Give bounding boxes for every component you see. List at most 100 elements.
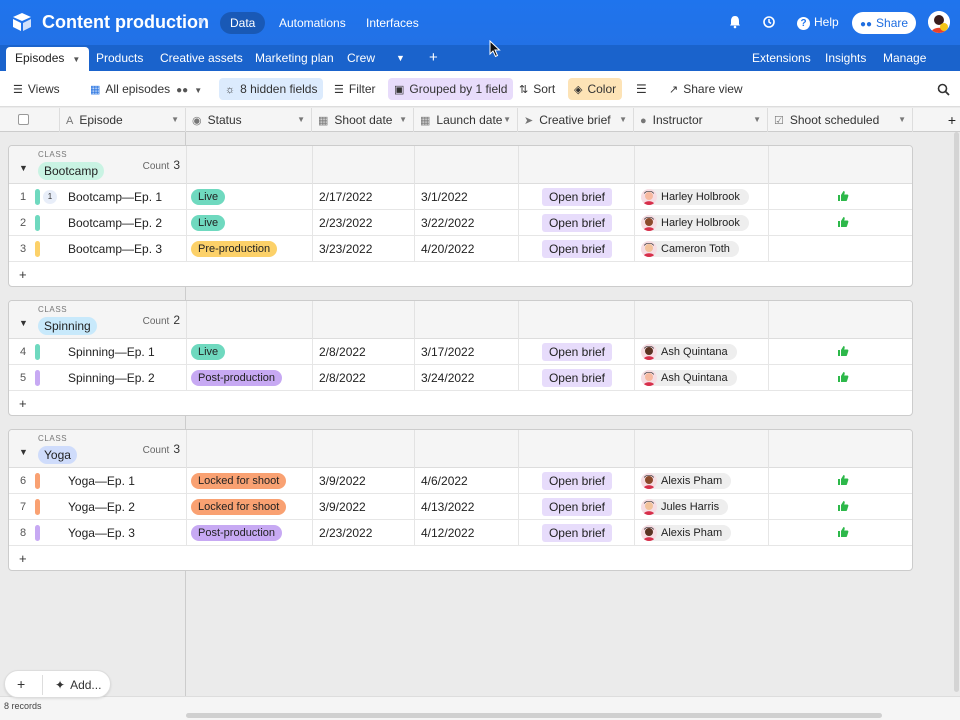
- help-button[interactable]: ? Help: [797, 15, 839, 30]
- thumbs-up-icon[interactable]: [837, 190, 849, 202]
- instructor-chip[interactable]: Ash Quintana: [641, 344, 737, 360]
- instructor-chip[interactable]: Ash Quintana: [641, 370, 737, 386]
- launch-date-cell[interactable]: 3/1/2022: [421, 190, 468, 204]
- shoot-date-cell[interactable]: 2/23/2022: [319, 526, 373, 540]
- thumbs-up-icon[interactable]: [837, 371, 849, 383]
- tab-creative-assets[interactable]: Creative assets: [160, 51, 243, 65]
- add-options-button[interactable]: ✦ Add...: [55, 678, 101, 692]
- open-brief-button[interactable]: Open brief: [542, 524, 612, 542]
- thumbs-up-icon[interactable]: [837, 474, 849, 486]
- instructor-chip[interactable]: Harley Holbrook: [641, 189, 749, 205]
- app-title[interactable]: Content production: [42, 12, 209, 32]
- status-badge[interactable]: Post-production: [191, 370, 283, 386]
- add-row-button[interactable]: +: [9, 546, 912, 570]
- column-header-launch-date[interactable]: ▦ Launch date ▼: [414, 108, 518, 132]
- instructor-chip[interactable]: Harley Holbrook: [641, 215, 749, 231]
- sort-button[interactable]: ⇅ Sort: [513, 78, 561, 100]
- bell-icon[interactable]: [728, 15, 742, 29]
- open-brief-button[interactable]: Open brief: [542, 188, 612, 206]
- shoot-date-cell[interactable]: 2/8/2022: [319, 371, 366, 385]
- instructor-chip[interactable]: Alexis Pham: [641, 473, 732, 489]
- instructor-chip[interactable]: Jules Harris: [641, 499, 729, 515]
- table-row[interactable]: 4 Spinning—Ep. 1 Live 2/8/2022 3/17/2022 Open…: [9, 339, 912, 365]
- column-header-status[interactable]: ◉ Status ▼: [186, 108, 312, 132]
- cube-logo-icon[interactable]: [12, 12, 32, 32]
- column-header-instructor[interactable]: ● Instructor ▼: [634, 108, 768, 132]
- hidden-fields-button[interactable]: ☼ 8 hidden fields: [219, 78, 324, 100]
- table-row[interactable]: 1 1 Bootcamp—Ep. 1 Live 2/17/2022 3/1/2022 Ope…: [9, 184, 912, 210]
- tab-crew[interactable]: Crew: [347, 51, 376, 65]
- launch-date-cell[interactable]: 3/17/2022: [421, 345, 475, 359]
- tab-marketing-plan[interactable]: Marketing plan: [255, 51, 334, 65]
- status-badge[interactable]: Locked for shoot: [191, 499, 287, 515]
- chevron-down-icon[interactable]: ▼: [396, 53, 405, 63]
- launch-date-cell[interactable]: 4/12/2022: [421, 526, 475, 540]
- select-all-checkbox[interactable]: [0, 108, 60, 132]
- shoot-date-cell[interactable]: 2/8/2022: [319, 345, 366, 359]
- table-row[interactable]: 5 Spinning—Ep. 2 Post-production 2/8/2022 3/…: [9, 365, 912, 391]
- episode-cell[interactable]: Bootcamp—Ep. 3: [68, 242, 163, 256]
- table-row[interactable]: 6 Yoga—Ep. 1 Locked for shoot 3/9/2022 4/6/2…: [9, 468, 912, 494]
- open-brief-button[interactable]: Open brief: [542, 240, 612, 258]
- shoot-date-cell[interactable]: 3/9/2022: [319, 474, 366, 488]
- shoot-date-cell[interactable]: 3/9/2022: [319, 500, 366, 514]
- column-header-creative-brief[interactable]: ➤ Creative brief ▼: [518, 108, 634, 132]
- column-header-episode[interactable]: A Episode ▼: [60, 108, 186, 132]
- open-brief-button[interactable]: Open brief: [542, 498, 612, 516]
- episode-cell[interactable]: Yoga—Ep. 1: [68, 474, 135, 488]
- open-brief-button[interactable]: Open brief: [542, 214, 612, 232]
- avatar[interactable]: [928, 11, 950, 33]
- view-switcher[interactable]: ▦ All episodes ●● ▼: [84, 78, 208, 100]
- collapse-toggle-icon[interactable]: ▼: [19, 447, 28, 457]
- column-header-shoot-date[interactable]: ▦ Shoot date ▼: [312, 108, 414, 132]
- status-badge[interactable]: Pre-production: [191, 241, 278, 257]
- status-badge[interactable]: Locked for shoot: [191, 473, 287, 489]
- vertical-scrollbar[interactable]: [954, 132, 959, 692]
- episode-cell[interactable]: Bootcamp—Ep. 2: [68, 216, 163, 230]
- insights-button[interactable]: Insights: [825, 51, 867, 65]
- collapse-toggle-icon[interactable]: ▼: [19, 318, 28, 328]
- status-badge[interactable]: Post-production: [191, 525, 283, 541]
- status-badge[interactable]: Live: [191, 215, 226, 231]
- table-row[interactable]: 2 Bootcamp—Ep. 2 Live 2/23/2022 3/22/2022 Ope…: [9, 210, 912, 236]
- views-button[interactable]: ☰ Views: [7, 78, 66, 100]
- tab-episodes[interactable]: Episodes ▼: [6, 47, 90, 71]
- thumbs-up-icon[interactable]: [837, 345, 849, 357]
- row-height-icon[interactable]: ☰: [636, 82, 647, 96]
- tab-products[interactable]: Products: [96, 51, 144, 65]
- shoot-date-cell[interactable]: 2/17/2022: [319, 190, 373, 204]
- share-view-button[interactable]: ↗ Share view: [663, 78, 749, 100]
- extensions-button[interactable]: Extensions: [752, 51, 811, 65]
- episode-cell[interactable]: Yoga—Ep. 3: [68, 526, 135, 540]
- episode-cell[interactable]: Spinning—Ep. 1: [68, 345, 155, 359]
- launch-date-cell[interactable]: 4/13/2022: [421, 500, 475, 514]
- launch-date-cell[interactable]: 4/6/2022: [421, 474, 468, 488]
- nav-interfaces[interactable]: Interfaces: [366, 16, 419, 30]
- open-brief-button[interactable]: Open brief: [542, 369, 612, 387]
- episode-cell[interactable]: Spinning—Ep. 2: [68, 371, 155, 385]
- shoot-date-cell[interactable]: 2/23/2022: [319, 216, 373, 230]
- shoot-date-cell[interactable]: 3/23/2022: [319, 242, 373, 256]
- table-row[interactable]: 3 Bootcamp—Ep. 3 Pre-production 3/23/2022 4/…: [9, 236, 912, 262]
- instructor-chip[interactable]: Alexis Pham: [641, 525, 732, 541]
- status-badge[interactable]: Live: [191, 344, 226, 360]
- add-row-button[interactable]: +: [9, 262, 912, 286]
- group-button[interactable]: ▣ Grouped by 1 field: [388, 78, 514, 100]
- thumbs-up-icon[interactable]: [837, 216, 849, 228]
- thumbs-up-icon[interactable]: [837, 500, 849, 512]
- share-button[interactable]: ●● Share: [852, 12, 916, 34]
- search-icon[interactable]: [937, 83, 950, 96]
- add-field-icon[interactable]: +: [947, 112, 957, 128]
- table-row[interactable]: 8 Yoga—Ep. 3 Post-production 2/23/2022 4/12/…: [9, 520, 912, 546]
- filter-button[interactable]: ☰ Filter: [328, 78, 382, 100]
- table-row[interactable]: 7 Yoga—Ep. 2 Locked for shoot 3/9/2022 4/13/…: [9, 494, 912, 520]
- episode-cell[interactable]: Yoga—Ep. 2: [68, 500, 135, 514]
- add-record-button[interactable]: +: [17, 676, 26, 692]
- color-button[interactable]: ◈ Color: [568, 78, 623, 100]
- history-icon[interactable]: [762, 15, 776, 29]
- episode-cell[interactable]: Bootcamp—Ep. 1: [68, 190, 163, 204]
- comment-count-badge[interactable]: 1: [43, 190, 57, 204]
- launch-date-cell[interactable]: 3/22/2022: [421, 216, 475, 230]
- open-brief-button[interactable]: Open brief: [542, 472, 612, 490]
- add-row-button[interactable]: +: [9, 391, 912, 415]
